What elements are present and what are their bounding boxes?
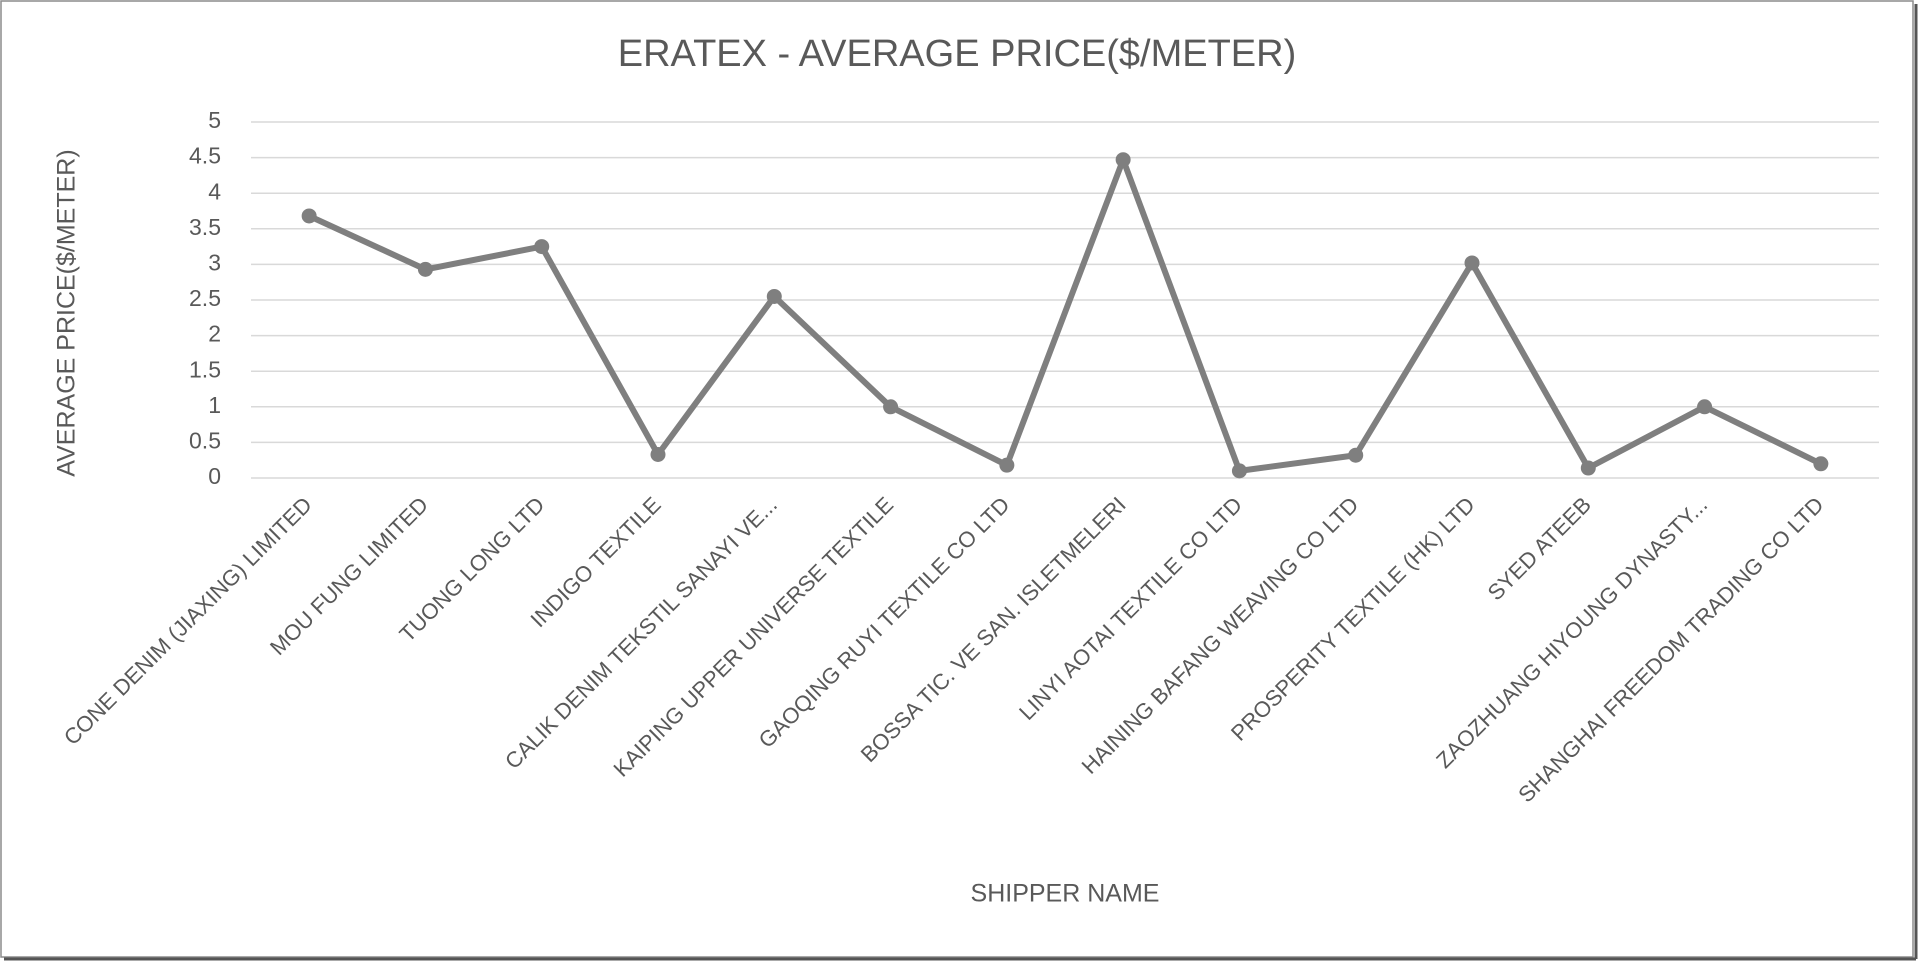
data-point [650, 447, 666, 463]
y-axis-title: AVERAGE PRICE($/METER) [53, 149, 81, 476]
y-tick-label: 1 [208, 392, 221, 418]
data-point [883, 399, 899, 415]
y-tick-label: 2.5 [189, 285, 221, 311]
data-line [307, 156, 1823, 474]
y-tick-label: 4.5 [189, 143, 221, 169]
data-point [1231, 463, 1247, 479]
y-tick-label: 0 [208, 463, 221, 489]
x-axis-title: SHIPPER NAME [971, 880, 1160, 908]
y-tick-label: 0.5 [189, 427, 221, 453]
y-tick-label: 1.5 [189, 356, 221, 382]
data-point [1580, 460, 1596, 476]
data-point [1115, 152, 1131, 168]
data-point [1697, 399, 1713, 415]
y-tick-label: 2 [208, 321, 221, 347]
y-tick-label: 5 [208, 107, 221, 133]
data-point [301, 208, 317, 224]
data-point [1348, 447, 1364, 463]
data-point [534, 239, 550, 255]
data-point [1813, 456, 1829, 472]
y-tick-label: 3.5 [189, 214, 221, 240]
data-point [1464, 255, 1480, 271]
chart-title: ERATEX - AVERAGE PRICE($/METER) [618, 33, 1297, 75]
data-point [417, 261, 433, 277]
data-point [999, 457, 1015, 473]
y-tick-label: 3 [208, 249, 221, 275]
data-point [766, 288, 782, 304]
y-tick-label: 4 [208, 178, 221, 204]
